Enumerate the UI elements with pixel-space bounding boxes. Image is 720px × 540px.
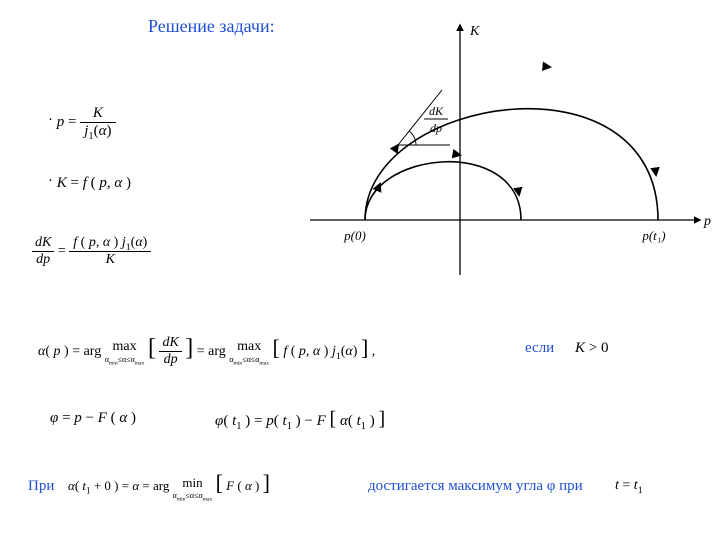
small-arc [365,162,521,220]
text-if: если [525,340,554,357]
eq-K-positive: K > 0 [575,340,608,357]
phase-diagram: Kp dK dp p(0) p(t₁) [0,0,720,300]
eq-alpha-final: α( t1 + 0 ) = α = arg minαmin≤α≤αmax [ F… [68,470,270,500]
eq-phi-t1: φ( t1 ) = p( t1 ) − F [ α( t1 ) ] [215,408,385,431]
flow-arrow [655,169,656,175]
flow-arrow [454,154,460,155]
eq-phi: φ = p − F ( α ) [50,410,136,427]
label-p0: p(0) [343,228,366,243]
flow-arrow [395,145,398,150]
eq-alpha-p: α( p ) = arg maxαmin≤α≤αmax [ dKdp ] = a… [38,335,375,368]
text-at: При [28,478,54,495]
label-pt1: p(t₁) [641,228,665,243]
text-max-reached: достигается максимум угла φ при [368,478,583,495]
big-arc [365,109,658,220]
axis-label-K: K [469,24,480,39]
axis-label-p: p [703,214,711,229]
label-dK: dK [429,104,444,118]
label-dp: dp [430,121,442,135]
flow-arrow [544,66,550,67]
eq-t-eq-t1: t = t1 [615,478,643,494]
flow-arrow [378,184,380,190]
diagram-container: Kp dK dp p(0) p(t₁) [0,0,720,305]
flow-arrow [518,189,519,195]
